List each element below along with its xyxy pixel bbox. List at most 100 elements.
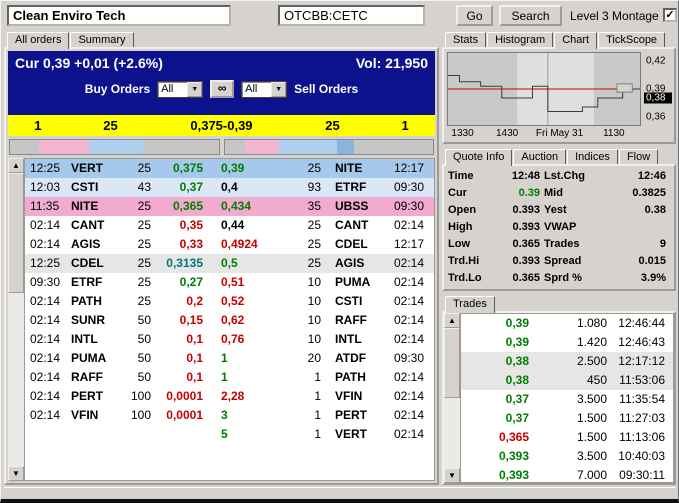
quote-row: High 0.393 VWAP (448, 219, 670, 236)
book-row[interactable]: 02:14 AGIS 25 0,33 0,4924 25 CDEL 12:17 (25, 235, 434, 254)
quote-label: Spread (544, 253, 596, 270)
trade-row[interactable]: 0,38 450 11:53:06 (461, 371, 673, 390)
bid-time: 12:03 (25, 178, 67, 197)
tab[interactable]: Histogram (487, 32, 553, 47)
tab[interactable]: All orders (7, 32, 69, 49)
book-row[interactable]: 02:14 PATH 25 0,2 0,52 10 CSTI 02:14 (25, 292, 434, 311)
book-row[interactable]: 12:25 VERT 25 0,375 0,39 25 NITE 12:17 (25, 159, 434, 178)
book-row[interactable]: 12:03 CSTI 43 0,37 0,4 93 ETRF 09:30 (25, 178, 434, 197)
scroll-down-icon[interactable]: ▼ (8, 466, 24, 481)
bid-mm: PATH (67, 292, 117, 311)
tab[interactable]: Auction (513, 149, 566, 164)
bid-price: 0,15 (155, 311, 215, 330)
trade-row[interactable]: 0,365 1.500 11:13:06 (461, 428, 673, 447)
bid-time: 02:14 (25, 387, 67, 406)
quote-row: Open 0.393 Yest 0.38 (448, 202, 670, 219)
book-scrollbar[interactable]: ▲ ▼ (8, 158, 24, 481)
quote-value: 3.9% (596, 270, 670, 287)
tab[interactable]: Summary (70, 32, 133, 47)
bid-time: 02:14 (25, 349, 67, 368)
tab[interactable]: Chart (554, 32, 597, 49)
trade-row[interactable]: 0,38 2.500 12:17:12 (461, 352, 673, 371)
horizontal-scrollbar[interactable] (4, 487, 675, 497)
check-icon: ✓ (665, 9, 674, 21)
quote-value: 0.393 (490, 219, 544, 236)
go-button[interactable]: Go (456, 5, 493, 26)
quote-label: Cur (448, 185, 490, 202)
ask-time: 12:17 (375, 235, 434, 254)
trade-size: 3.500 (533, 447, 611, 466)
search-button[interactable]: Search (499, 5, 562, 26)
quote-value: 0.015 (596, 253, 670, 270)
ask-price: 0,76 (215, 330, 281, 349)
ask-mm: RAFF (325, 311, 375, 330)
book-row[interactable]: 02:14 INTL 50 0,1 0,76 10 INTL 02:14 (25, 330, 434, 349)
trade-size: 1.500 (533, 409, 611, 428)
buy-filter-select[interactable]: All ▼ (157, 81, 203, 98)
ask-mm: UBSS (325, 197, 375, 216)
book-row[interactable]: 02:14 SUNR 50 0,15 0,62 10 RAFF 02:14 (25, 311, 434, 330)
book-row[interactable]: 11:35 NITE 25 0,365 0,434 35 UBSS 09:30 (25, 197, 434, 216)
quote-value: 0.38 (596, 202, 670, 219)
bid-size: 50 (117, 311, 155, 330)
x-axis-label: 1330 (451, 128, 473, 139)
company-input[interactable] (7, 5, 231, 26)
book-row[interactable]: 09:30 ETRF 25 0,27 0,51 10 PUMA 02:14 (25, 273, 434, 292)
ask-time: 02:14 (375, 216, 434, 235)
trade-row[interactable]: 0,39 1.420 12:46:43 (461, 333, 673, 352)
tab[interactable]: Quote Info (445, 149, 512, 166)
sell-filter-select[interactable]: All ▼ (241, 81, 287, 98)
scroll-up-icon[interactable]: ▲ (8, 158, 24, 173)
scroll-track[interactable] (8, 293, 24, 466)
scroll-up-icon[interactable]: ▲ (444, 313, 460, 328)
tab[interactable]: Indices (567, 149, 618, 164)
book-row[interactable]: 5 1 VERT 02:14 (25, 425, 434, 444)
bid-size: 50 (117, 349, 155, 368)
quote-label: Open (448, 202, 490, 219)
book-row[interactable]: 02:14 CANT 25 0,35 0,44 25 CANT 02:14 (25, 216, 434, 235)
trade-row[interactable]: 0,37 3.500 11:35:54 (461, 390, 673, 409)
symbol-input[interactable] (278, 5, 425, 26)
trade-row[interactable]: 0,37 1.500 11:27:03 (461, 409, 673, 428)
toolbar: Go Search Level 3 Montage ✓ (4, 4, 675, 28)
scroll-thumb[interactable] (8, 173, 24, 293)
scroll-track[interactable] (444, 398, 460, 468)
book-row[interactable]: 02:14 PERT 100 0,0001 2,28 1 VFIN 02:14 (25, 387, 434, 406)
trade-row[interactable]: 0,393 7.000 09:30:11 (461, 466, 673, 483)
chevron-down-icon[interactable]: ▼ (187, 82, 202, 97)
y-axis-label: 0,38 (644, 93, 672, 104)
scroll-down-icon[interactable]: ▼ (444, 468, 460, 483)
tab-trades[interactable]: Trades (445, 296, 495, 313)
book-row[interactable]: 02:14 PUMA 50 0,1 1 20 ATDF 09:30 (25, 349, 434, 368)
tab[interactable]: Flow (619, 149, 658, 164)
ask-price: 0,4924 (215, 235, 281, 254)
ask-mm: CSTI (325, 292, 375, 311)
ask-size: 10 (281, 330, 325, 349)
trades-scrollbar[interactable]: ▲ ▼ (444, 313, 460, 483)
trade-size: 1.500 (533, 428, 611, 447)
quote-label: Mid (544, 185, 596, 202)
book-row[interactable]: 02:14 RAFF 50 0,1 1 1 PATH 02:14 (25, 368, 434, 387)
trade-price: 0,39 (461, 314, 533, 333)
book-row[interactable]: 12:25 CDEL 25 0,3135 0,5 25 AGIS 02:14 (25, 254, 434, 273)
chevron-down-icon[interactable]: ▼ (271, 82, 286, 97)
quote-value: 0.39 (490, 185, 544, 202)
trade-row[interactable]: 0,39 1.080 12:46:44 (461, 314, 673, 333)
scroll-thumb[interactable] (444, 328, 460, 398)
trades-panel: ▲ ▼ 0,39 1.080 12:46:44 (442, 311, 676, 485)
bid-time: 02:14 (25, 292, 67, 311)
montage-checkbox[interactable]: ✓ (663, 8, 677, 22)
book-row[interactable]: 02:14 VFIN 100 0,0001 3 1 PERT 02:14 (25, 406, 434, 425)
ask-price: 0,434 (215, 197, 281, 216)
trade-price: 0,393 (461, 447, 533, 466)
bid-time: 02:14 (25, 235, 67, 254)
trade-row[interactable]: 0,393 3.500 10:40:03 (461, 447, 673, 466)
ask-mm: CANT (325, 216, 375, 235)
bid-size: 25 (117, 235, 155, 254)
ask-size: 1 (281, 425, 325, 444)
ask-time: 02:14 (375, 273, 434, 292)
bid-mm: NITE (67, 197, 117, 216)
link-filters-button[interactable]: ∞ (210, 80, 234, 98)
tab[interactable]: Stats (445, 32, 486, 47)
tab[interactable]: TickScope (598, 32, 665, 47)
